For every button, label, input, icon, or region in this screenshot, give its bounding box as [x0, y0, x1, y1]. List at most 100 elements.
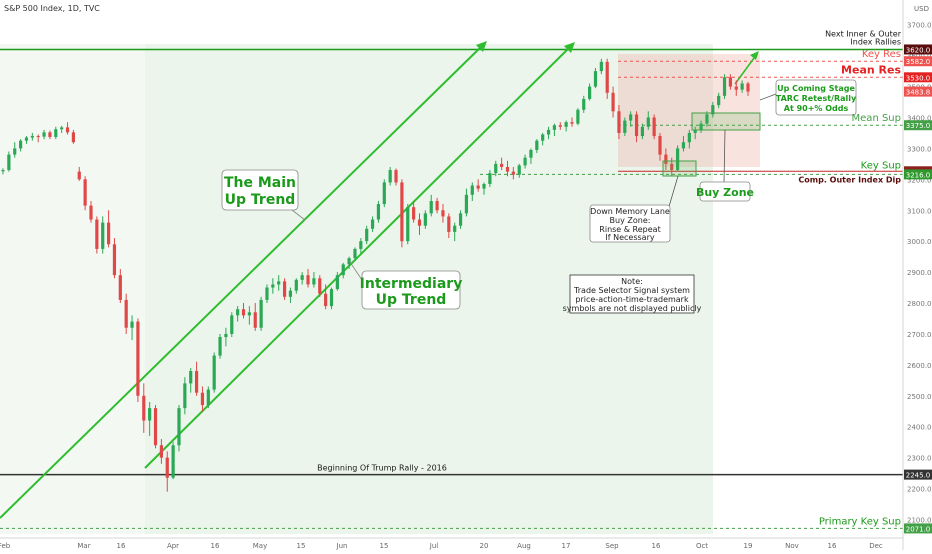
candle-body: [136, 321, 140, 396]
candle-body: [206, 389, 210, 406]
x-tick-label: Jun: [336, 542, 348, 550]
candle-body: [13, 148, 17, 155]
note-line-2: Trade Selector Signal system: [573, 286, 690, 295]
x-tick-label: Jul: [429, 542, 439, 550]
candle-body: [476, 185, 480, 189]
candle-body: [294, 279, 298, 291]
buy-zone-connector-2: [723, 129, 726, 184]
candle-body: [570, 122, 574, 124]
candle-body: [511, 171, 515, 175]
candle-body: [417, 219, 422, 226]
buy-zone-box-1: [662, 160, 697, 177]
candle-body: [288, 290, 293, 297]
note-line-4: symbols are not displayed publicly: [563, 304, 702, 313]
currency-label: USD: [914, 5, 929, 13]
candle-body: [464, 194, 469, 214]
candle-body: [535, 140, 539, 150]
candle-body: [441, 210, 445, 217]
price-badge: [904, 72, 932, 83]
candle-body: [124, 299, 128, 328]
x-tick-label: Sep: [605, 542, 619, 550]
level-name: Primary Key Sup: [819, 516, 901, 527]
axis-layer: 2100.0 2200.0 2300.0 2400.0 2500.0 2600.0 2700…: [0, 22, 932, 550]
x-tick-label: Mar: [77, 542, 90, 550]
candle-body: [599, 61, 603, 72]
candle-body: [271, 284, 275, 288]
buy-zone-connector-1: [667, 175, 679, 211]
price-badge-label: 2071.0: [906, 525, 931, 533]
price-badge: [904, 120, 932, 131]
candle-body: [582, 98, 586, 110]
candle-body: [400, 182, 404, 242]
candle-body: [505, 166, 510, 172]
candle-body: [406, 207, 410, 242]
main-trend-line-2: Up Trend: [225, 192, 296, 208]
candle-body: [153, 408, 158, 446]
candle-body: [312, 278, 316, 285]
level-name: Key Res: [862, 49, 901, 60]
candle-body: [494, 163, 498, 174]
candle-body: [329, 289, 334, 307]
candle-body: [347, 258, 351, 265]
candle-body: [717, 95, 721, 106]
candle-body: [253, 312, 257, 328]
candle-body: [376, 204, 381, 220]
level-name: Mean Sup: [852, 113, 901, 124]
candle-body: [611, 92, 615, 112]
y-tick-label: 2400.0: [907, 424, 932, 432]
candle-body: [429, 200, 433, 214]
candle-body: [646, 117, 650, 127]
note-line-1: Note:: [621, 277, 643, 286]
intermediary-trend-line-2: Up Trend: [376, 292, 447, 308]
candle-body: [482, 183, 486, 189]
candle-body: [148, 408, 152, 421]
candle-body: [65, 127, 70, 133]
left-shade-region: [0, 44, 145, 534]
candle-body: [324, 293, 328, 307]
candle-body: [60, 127, 64, 130]
candle-body: [224, 333, 228, 338]
candle-body: [18, 140, 23, 149]
y-tick-label: 2900.0: [907, 269, 932, 277]
price-badge-label: 3216.0: [906, 171, 931, 179]
candle-body: [95, 219, 99, 249]
buy-zone-label: Buy Zone: [696, 186, 754, 199]
candle-body: [370, 219, 375, 229]
down-memory-line-1: Down Memory Lane: [590, 207, 670, 216]
candle-body: [529, 149, 533, 158]
main-trend-callout: The Main Up Trend: [221, 169, 306, 221]
buy-zone-box-2: [691, 112, 761, 131]
candle-body: [318, 278, 322, 294]
y-tick-label: 3100.0: [907, 207, 932, 215]
candle-body: [335, 275, 339, 290]
candle-body: [177, 408, 181, 446]
candle-body: [388, 170, 392, 183]
candle-body: [282, 281, 287, 297]
candle-body: [453, 225, 457, 232]
up-coming-arrow: [734, 53, 758, 85]
candle-body: [447, 216, 451, 232]
level-name: Index Rallies: [850, 37, 901, 46]
candle-body: [412, 207, 416, 220]
level-name: Beginning Of Trump Rally - 2016: [317, 464, 447, 473]
intermediary-trend-line-1: Intermediary: [360, 276, 463, 292]
candle-body: [605, 61, 609, 93]
up-coming-line-3: At 90+% Odds: [784, 104, 849, 113]
candle-body: [300, 275, 304, 280]
y-tick-label: 3000.0: [907, 238, 932, 246]
candle-body: [89, 205, 93, 220]
candle-body: [259, 299, 263, 328]
price-badge-label: 3375.0: [906, 122, 931, 130]
y-tick-label: 2200.0: [907, 486, 932, 494]
candle-body: [617, 111, 621, 133]
candle-body: [740, 83, 744, 90]
candle-body: [189, 371, 193, 384]
candle-body: [7, 154, 11, 171]
candle-body: [623, 120, 627, 133]
candle-body: [36, 136, 40, 138]
level-name: Mean Res: [841, 63, 901, 76]
candle-body: [734, 86, 738, 90]
candle-body: [558, 125, 562, 127]
candle-body: [705, 114, 709, 124]
